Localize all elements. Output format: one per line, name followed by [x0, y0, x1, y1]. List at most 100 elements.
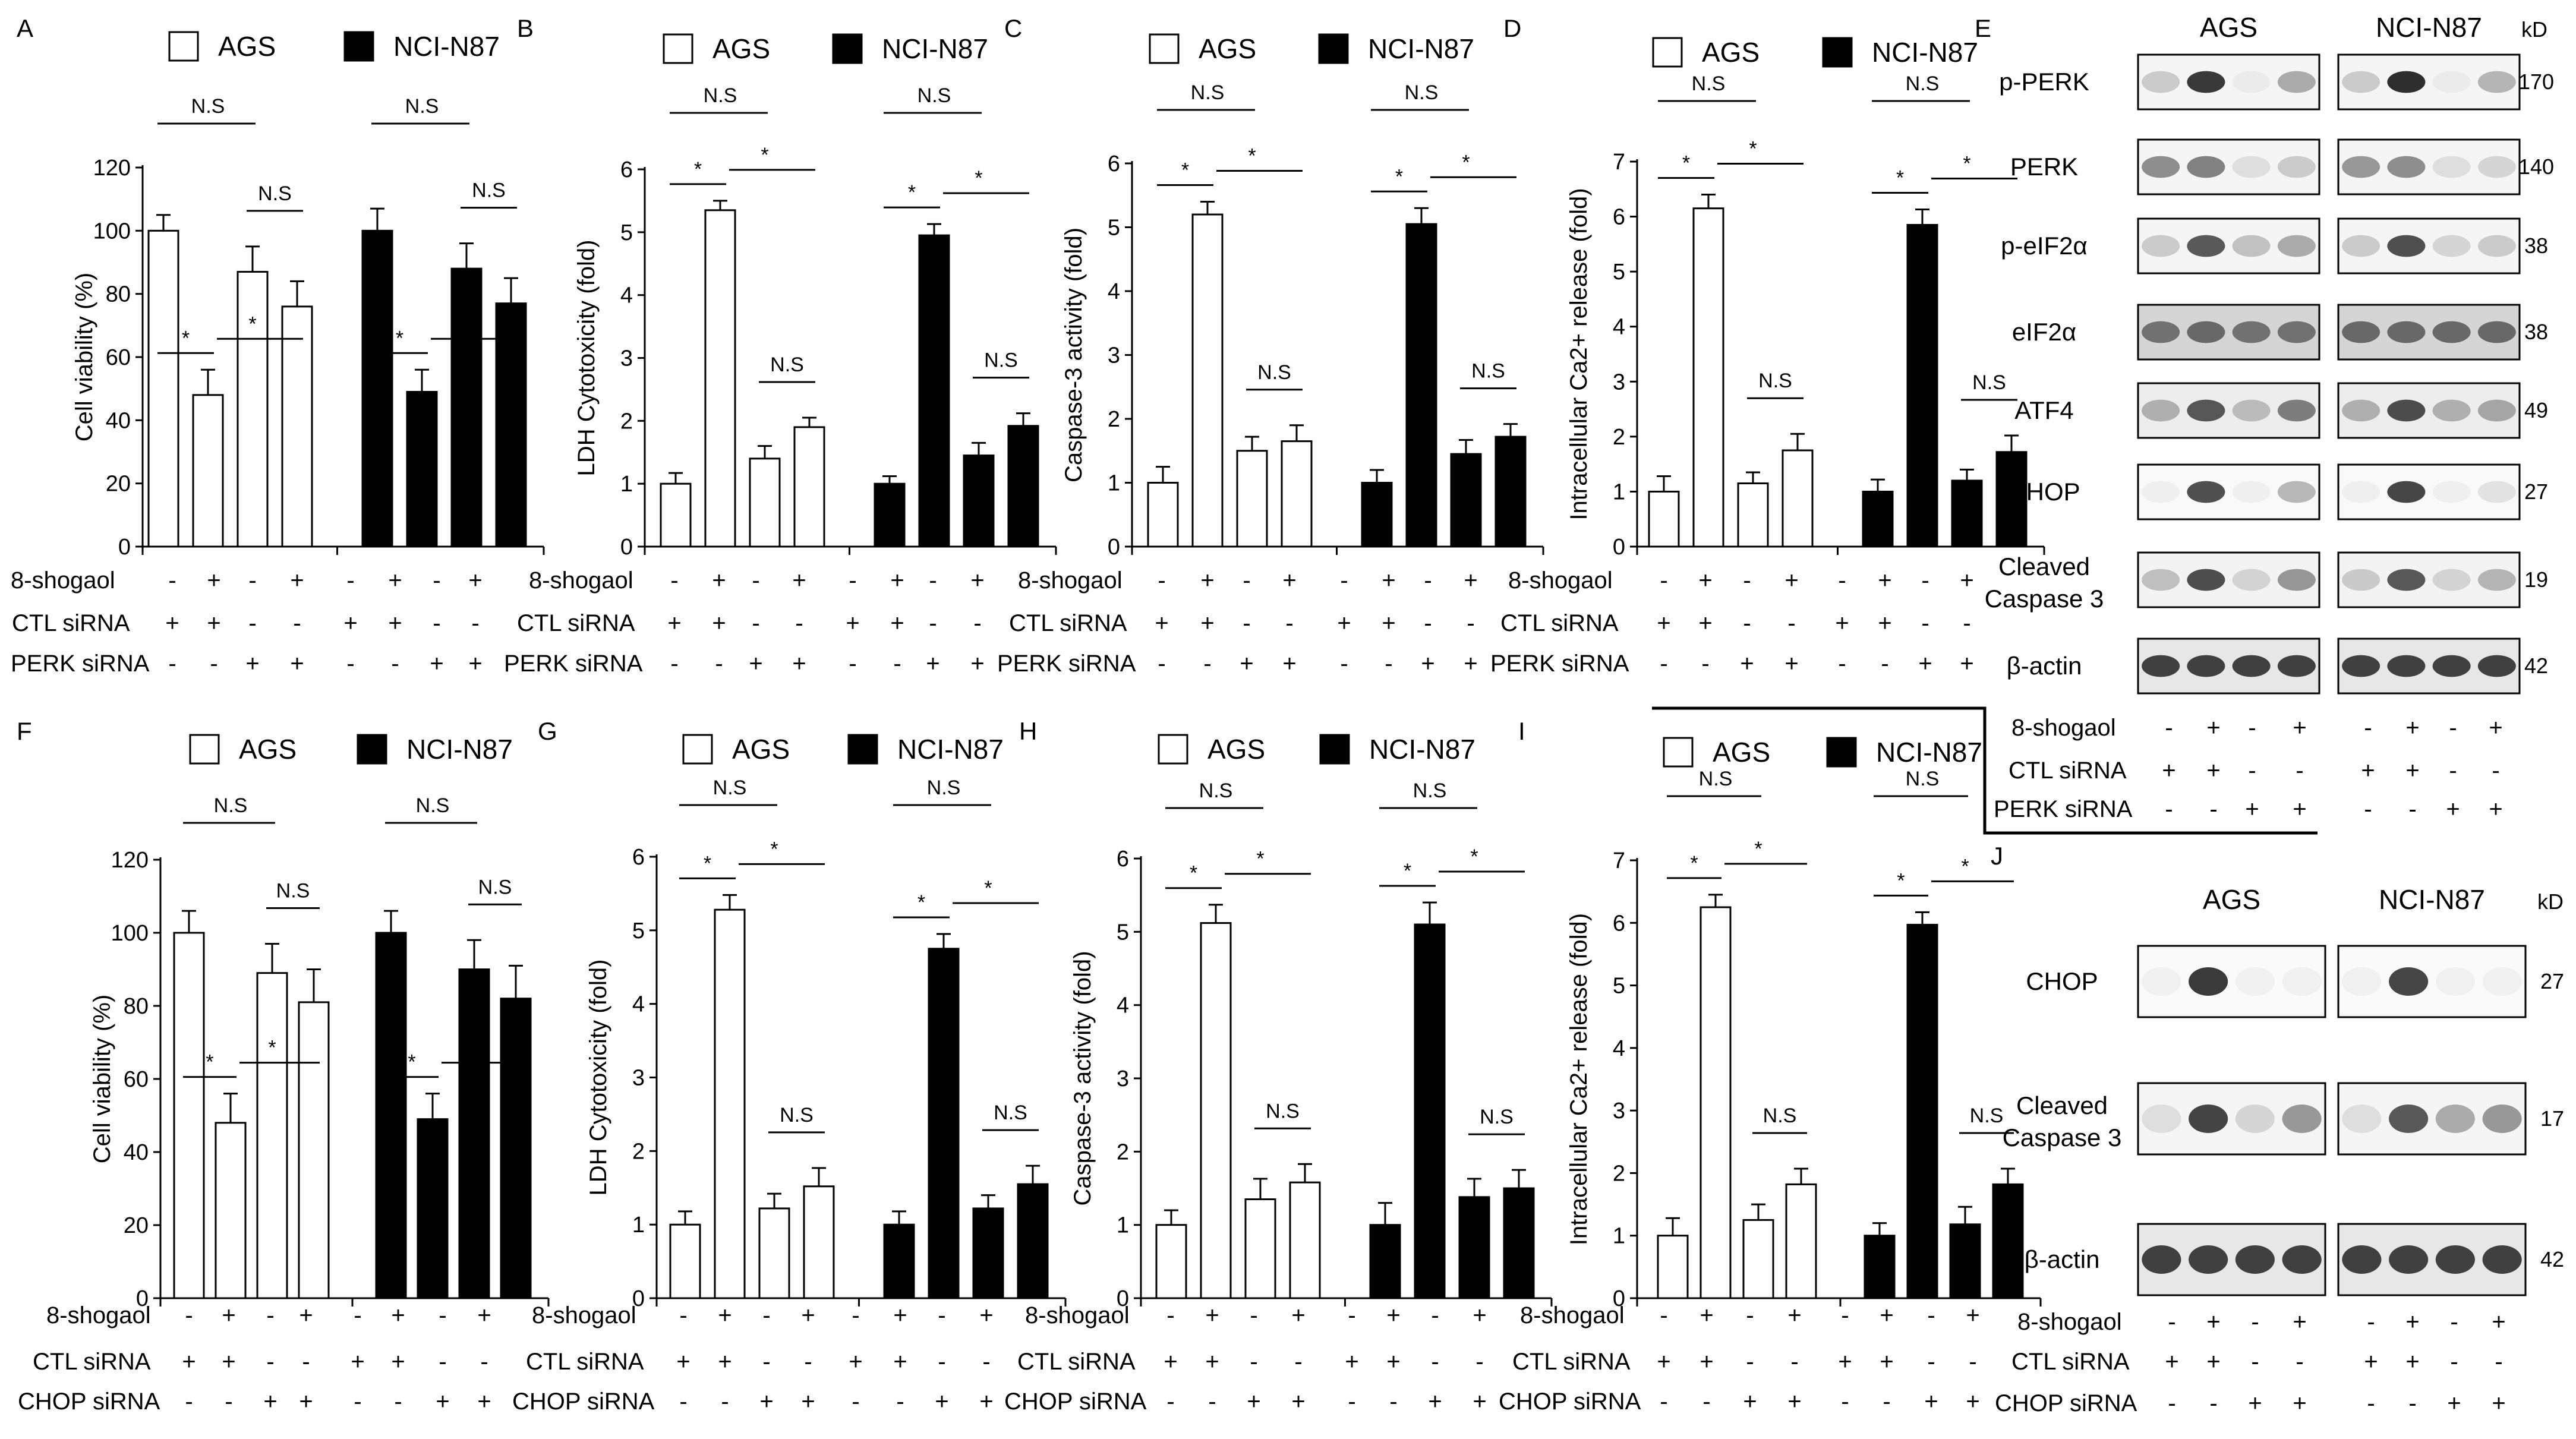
sign: - [762, 1349, 770, 1375]
y-tick-label: 0 [1613, 535, 1625, 560]
blot-column-ags: AGS [2203, 884, 2260, 915]
band [2189, 1105, 2228, 1133]
sign: - [2251, 1349, 2259, 1375]
sign: - [1385, 651, 1392, 677]
band [2342, 235, 2380, 257]
sign: - [929, 567, 937, 594]
sig-ns: N.S [1191, 81, 1225, 104]
sign: - [2248, 715, 2256, 741]
y-tick-label: 2 [632, 1139, 645, 1164]
bar-nci-n87-3 [1458, 1196, 1490, 1299]
sign: - [2495, 1349, 2502, 1375]
bar-ags-1 [1648, 490, 1680, 548]
sign: + [1918, 651, 1932, 677]
sign: - [266, 1349, 274, 1375]
sign: + [1345, 1349, 1358, 1375]
band [2387, 399, 2426, 422]
bar-nci-n87-1 [874, 482, 906, 548]
band [2282, 1105, 2322, 1133]
panel-letter: E [1975, 14, 1991, 42]
sig-ns: N.S [1699, 768, 1733, 790]
bar-ags-3 [237, 270, 269, 548]
sign: + [245, 651, 259, 677]
sign: - [2492, 758, 2499, 784]
sign: - [896, 1388, 904, 1415]
y-tick-label: 100 [111, 921, 149, 946]
row-chop-sirna-label: CHOP siRNA [18, 1388, 160, 1415]
y-tick-label: 120 [111, 848, 149, 873]
legend-swatch-nci [832, 33, 863, 64]
sig-ns: N.S [1480, 1106, 1514, 1128]
blot-kd-value: 49 [2524, 398, 2548, 422]
y-tick-label: 1 [632, 1213, 645, 1238]
y-tick-label: 0 [1108, 535, 1120, 560]
sign: - [2165, 715, 2173, 741]
band [2187, 655, 2225, 677]
sign: + [477, 1302, 491, 1328]
legend-label-ags: AGS [218, 31, 276, 62]
sign: + [1966, 1302, 1979, 1328]
y-tick-label: 80 [124, 994, 149, 1019]
chart-panel-G: G AGS NCI-N87 0 1 2 3 4 5 6 LDH Cytotoxicity (fold… [512, 717, 1067, 1415]
band [2235, 1245, 2275, 1274]
bar-nci-n87-1 [1369, 1224, 1401, 1299]
blot-strip [2337, 382, 2521, 439]
bar-nci-n87-1 [1862, 490, 1894, 548]
band [2477, 235, 2516, 257]
sign: - [1746, 1349, 1754, 1375]
blot-e-frame [1652, 706, 2318, 835]
bar-nci-n87-3 [1951, 479, 1983, 548]
sign: + [979, 1302, 993, 1328]
blot-strip [2137, 304, 2320, 361]
sign: - [1158, 651, 1165, 677]
sign: + [792, 651, 806, 677]
sign: + [1924, 1388, 1938, 1415]
bar-ags-4 [298, 1001, 330, 1299]
sign: + [1337, 610, 1351, 636]
sign: + [1784, 567, 1798, 594]
sig-star: * [1256, 848, 1264, 870]
bar-nci-n87-3 [450, 267, 483, 548]
sig-star: * [694, 158, 702, 181]
band [2282, 1245, 2322, 1274]
sign: + [2293, 796, 2306, 822]
sign: + [222, 1349, 235, 1375]
y-tick-label: 4 [1613, 1036, 1625, 1061]
y-tick-label: 5 [632, 919, 645, 943]
y-tick-label: 6 [632, 845, 645, 870]
y-axis-label: Caspase-3 activity (fold) [1061, 228, 1087, 482]
band [2432, 569, 2471, 591]
row-8-shogaol-label: 8-shogaol [1025, 1302, 1130, 1328]
sign: + [1880, 1302, 1893, 1328]
sign: + [1787, 1302, 1801, 1328]
sign: + [436, 1388, 449, 1415]
sign: - [1285, 610, 1293, 636]
sign: - [1702, 1388, 1710, 1415]
sign: + [1200, 610, 1214, 636]
sign: - [1467, 610, 1474, 636]
blot-panel-E: E AGS NCI-N87 kD p-PERK 170 PERK 140 p-eIF2α 38 eI… [1975, 12, 2554, 822]
band [2189, 1245, 2228, 1274]
legend-label-nci: NCI-N87 [1872, 37, 1978, 68]
band [2232, 71, 2271, 93]
sign: + [2293, 1390, 2306, 1416]
sign: + [207, 567, 220, 594]
sign: + [1657, 610, 1670, 636]
bar-ags-2 [215, 1122, 247, 1299]
sig-ns: N.S [416, 794, 450, 817]
sign: + [893, 1349, 907, 1375]
band [2277, 481, 2316, 503]
sign: + [801, 1388, 815, 1415]
bar-ags-2 [1692, 207, 1724, 548]
sign: + [2489, 796, 2502, 822]
sign: + [849, 1349, 862, 1375]
band [2387, 655, 2426, 677]
y-tick-label: 5 [620, 220, 633, 245]
legend-label-ags: AGS [712, 33, 770, 64]
sign: - [752, 567, 759, 594]
sign: + [2361, 758, 2375, 784]
y-axis-label: Intracellular Ca2+ release (fold) [1566, 913, 1592, 1245]
sign: - [1660, 567, 1667, 594]
sign: - [1790, 1349, 1798, 1375]
